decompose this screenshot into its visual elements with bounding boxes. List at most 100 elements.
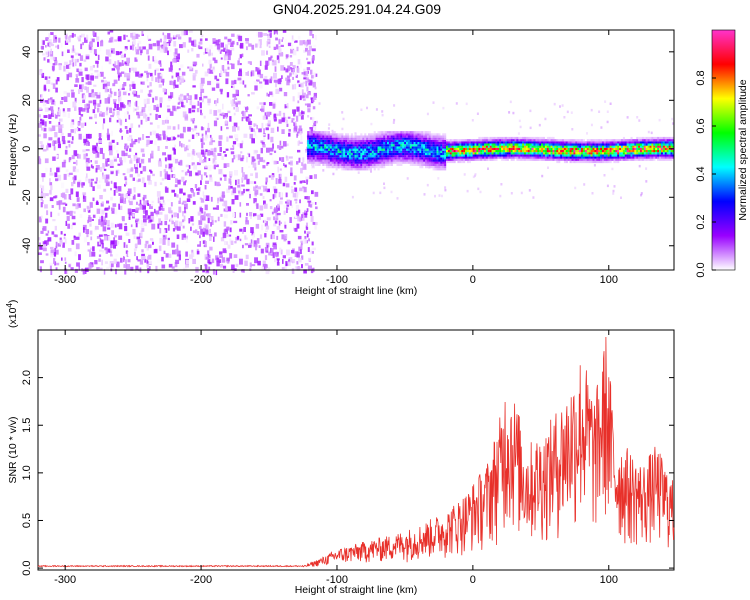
- spectrogram-cell: [210, 222, 212, 227]
- spectrogram-cell: [72, 176, 75, 180]
- spectrogram-cell: [369, 166, 372, 169]
- spectrogram-cell: [281, 75, 283, 79]
- spectrogram-cell: [383, 144, 386, 147]
- spectrogram-cell: [118, 235, 123, 240]
- spectrogram-cell: [272, 242, 277, 245]
- spectrogram-cell: [306, 222, 308, 227]
- spectrogram-cell: [434, 163, 437, 166]
- spectrogram-cell: [413, 135, 416, 138]
- spectrogram-cell: [250, 70, 255, 77]
- spectrogram-cell: [400, 137, 403, 140]
- spectrogram-cell: [99, 111, 103, 115]
- spectrogram-cell: [192, 258, 196, 264]
- spectrogram-cell: [489, 147, 492, 150]
- spectrogram-cell: [260, 140, 264, 144]
- spectrogram-cell: [398, 150, 401, 153]
- spectrogram-cell: [328, 157, 331, 160]
- spectrogram-cell: [385, 159, 388, 162]
- spectrogram-cell: [455, 158, 458, 161]
- spectrogram-cell: [394, 137, 397, 140]
- spectrogram-cell: [184, 148, 186, 151]
- spectrogram-cell: [308, 257, 311, 262]
- spectrogram-cell: [402, 135, 405, 138]
- spectrogram-cell: [219, 146, 222, 153]
- spectrogram-cell: [421, 131, 424, 134]
- spectrogram-cell: [151, 76, 154, 82]
- spectrogram-cell: [350, 133, 353, 136]
- spectrogram-cell: [548, 152, 551, 155]
- spectrogram-cell: [407, 142, 410, 145]
- spectrogram-cell: [276, 258, 280, 261]
- spectrogram-cell: [254, 85, 258, 91]
- spectrogram-cell: [326, 157, 329, 160]
- spectrogram-cell: [246, 178, 250, 185]
- spectrogram-cell: [328, 144, 331, 147]
- spectrogram-cell: [326, 142, 329, 145]
- spectrogram-cell: [535, 143, 538, 146]
- spectrogram-cell: [358, 146, 361, 149]
- spectrogram-cell: [602, 147, 605, 150]
- spectrogram-cell: [291, 39, 296, 42]
- spectrogram-cell: [554, 141, 557, 144]
- spectrogram-cell: [47, 230, 50, 234]
- spectrogram-cell: [62, 192, 66, 199]
- spectrogram-cell: [524, 158, 527, 161]
- spectrogram-cell: [137, 40, 142, 45]
- spectrogram-cell: [241, 167, 244, 173]
- spectrogram-cell: [360, 135, 363, 138]
- spectrogram-cell: [196, 162, 201, 166]
- spectrogram-cell: [474, 145, 477, 148]
- spectrogram-cell: [617, 143, 620, 146]
- spectrogram-cell: [146, 246, 149, 251]
- spectrogram-cell: [106, 81, 110, 87]
- spectrogram-cell: [369, 168, 372, 171]
- spectrogram-cell: [118, 77, 120, 81]
- spectrogram-cell: [493, 152, 496, 155]
- spectrogram-cell: [216, 260, 220, 267]
- spectrogram-cell: [184, 115, 189, 121]
- spectrogram-cell: [105, 181, 110, 187]
- spectrogram-cell: [331, 137, 334, 140]
- spectrogram-cell: [162, 45, 165, 51]
- spectrogram-cell: [613, 145, 616, 148]
- spectrogram-cell: [106, 107, 108, 112]
- spectrogram-cell: [125, 143, 128, 149]
- spectrogram-cell: [135, 209, 139, 213]
- spectrogram-cell: [165, 253, 169, 258]
- spectrogram-cell: [316, 142, 319, 145]
- spectrogram-cell: [146, 98, 150, 104]
- spectrogram-cell: [394, 139, 397, 142]
- spectrogram-cell: [524, 156, 527, 159]
- spectrogram-cell: [179, 197, 181, 204]
- spectrogram-cell: [191, 249, 194, 254]
- spectrogram-cell: [645, 167, 648, 170]
- spectrogram-cell: [310, 157, 313, 160]
- spectrogram-cell: [224, 176, 227, 181]
- spectrogram-cell: [432, 161, 435, 164]
- spectrogram-cell: [110, 252, 112, 256]
- spectrogram-cell: [440, 139, 443, 142]
- spectrogram-cell: [311, 241, 314, 246]
- spectrogram-cell: [107, 227, 111, 230]
- spectrogram-cell: [327, 127, 330, 130]
- spectrogram-cell: [362, 148, 365, 151]
- spectrogram-cell: [104, 177, 109, 183]
- spectrogram-cell: [200, 112, 203, 116]
- spectrogram-cell: [286, 156, 289, 161]
- spectrogram-cell: [621, 145, 624, 148]
- spectrogram-cell: [520, 150, 523, 153]
- spectrogram-cell: [426, 183, 429, 187]
- spectrogram-cell: [438, 157, 441, 160]
- spectrogram-cell: [333, 163, 336, 166]
- spectrogram-cell: [296, 210, 300, 217]
- spectrogram-cell: [451, 139, 454, 142]
- spectrogram-cell: [274, 66, 277, 72]
- spectrogram-cell: [203, 52, 206, 55]
- spectrogram-cell: [368, 139, 371, 142]
- spectrogram-cell: [577, 160, 580, 164]
- spectrogram-cell: [238, 35, 243, 42]
- spectrogram-cell: [61, 51, 64, 57]
- spectrogram-cell: [619, 156, 622, 159]
- spectrogram-cell: [251, 231, 254, 236]
- spectrogram-cell: [106, 266, 110, 271]
